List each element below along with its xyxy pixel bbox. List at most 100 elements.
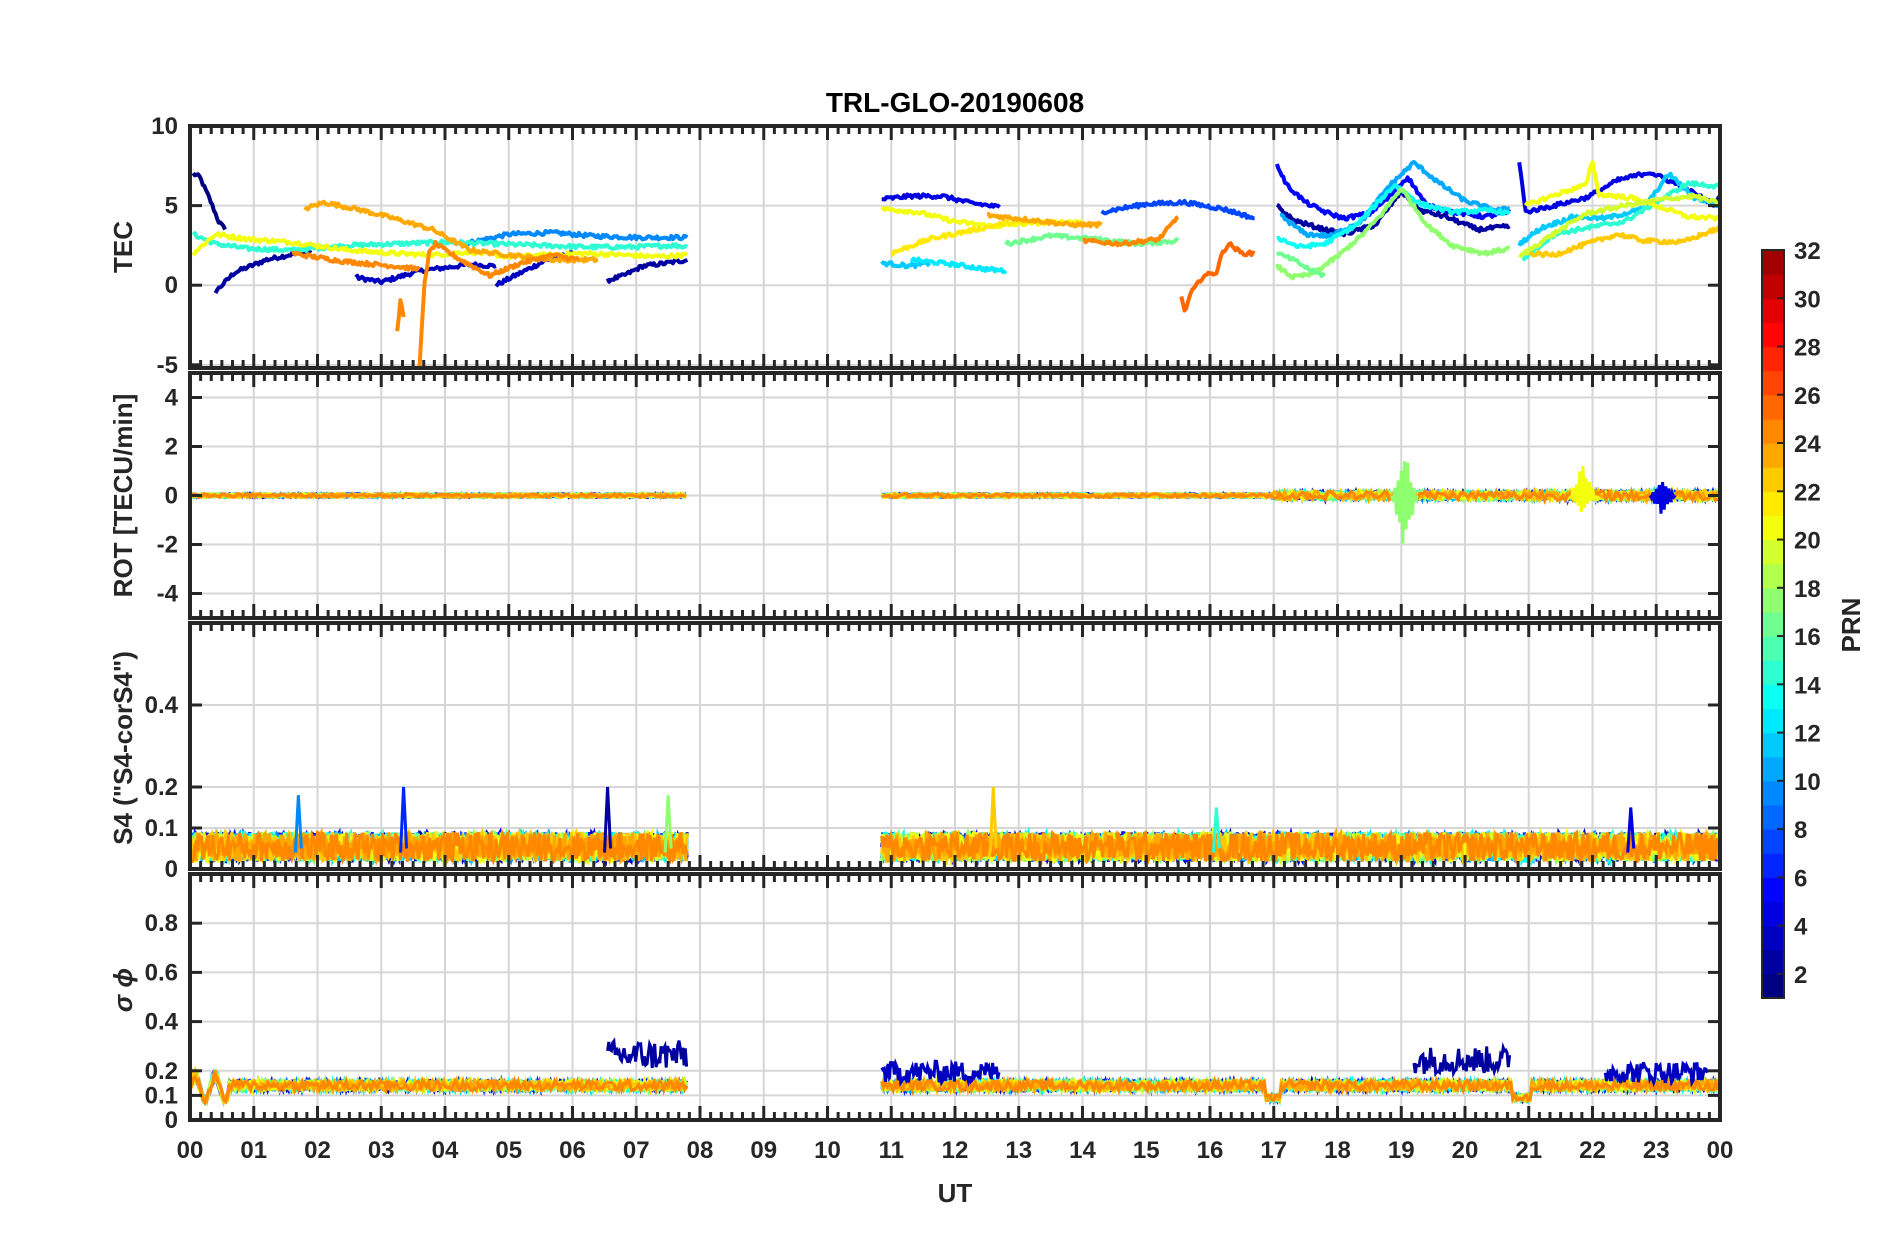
x-tick-label: 17: [1260, 1137, 1287, 1164]
s4-panel-data: [190, 786, 1720, 868]
x-tick-label: 13: [1005, 1137, 1032, 1164]
colorbar-tick-label: 22: [1794, 479, 1821, 506]
colorbar-tick-label: 30: [1794, 286, 1821, 313]
tec-series-line: [417, 239, 580, 368]
colorbar-band: [1762, 515, 1784, 541]
colorbar-band: [1762, 829, 1784, 854]
y-axis-labels: TEC ROT [TECU/min] S4 ("S4-corS4") σ ϕ: [108, 221, 138, 1012]
colorbar-tick-label: 28: [1794, 335, 1821, 362]
x-tick-labels: 00 01 02 03 04 05 06 07 08 09 10 11 12 13 14 15 16 17 18 19…: [177, 1137, 1734, 1164]
tec-series-line: [303, 199, 599, 264]
colorbar-band: [1762, 394, 1784, 420]
colorbar-tick-label: 4: [1794, 914, 1808, 941]
colorbar-tick-label: 16: [1794, 624, 1821, 651]
colorbar-band: [1762, 418, 1784, 444]
x-tick-label: 09: [750, 1137, 777, 1164]
colorbar-band: [1762, 925, 1784, 951]
colorbar-band: [1762, 636, 1784, 661]
tec-series-line: [191, 171, 227, 231]
colorbar-band: [1762, 563, 1784, 589]
colorbar-band: [1762, 804, 1784, 830]
colorbar-band: [1762, 587, 1784, 613]
y-tick-label: 0: [165, 856, 178, 883]
y-tick-label: 4: [165, 385, 179, 412]
tec-series-line: [395, 298, 406, 332]
colorbar-tick-label: 10: [1794, 769, 1821, 796]
s4-peak-event: [293, 795, 303, 853]
colorbar-band: [1762, 250, 1784, 275]
colorbar-tick-label: 32: [1794, 238, 1821, 265]
colorbar-band: [1762, 973, 1784, 999]
s4-peak-event: [603, 786, 613, 853]
tec-series-line: [1276, 183, 1511, 250]
rot-spike-event: [1648, 482, 1677, 514]
x-tick-label: 02: [304, 1137, 331, 1164]
sigma-phi-panel-data: [190, 1037, 1720, 1108]
x-tick-label: 06: [559, 1137, 586, 1164]
tec-series-line: [291, 250, 421, 272]
colorbar-band: [1762, 298, 1784, 323]
colorbar-tick-label: 26: [1794, 383, 1821, 410]
tec-series-line: [463, 228, 689, 247]
colorbar-band: [1762, 467, 1784, 492]
colorbar-band: [1762, 708, 1784, 734]
y-tick-label: 5: [165, 193, 178, 220]
tec-series-line: [881, 192, 1001, 209]
colorbar-band: [1762, 370, 1784, 396]
x-tick-label: 11: [879, 1137, 904, 1164]
x-tick-label: 03: [368, 1137, 395, 1164]
y-tick-label: 0: [165, 483, 178, 510]
colorbar-band: [1762, 611, 1784, 637]
tec-series-line: [1523, 160, 1720, 222]
colorbar-tick-label: 12: [1794, 721, 1821, 748]
colorbar-band: [1762, 949, 1784, 975]
tec-series-line: [1279, 160, 1510, 239]
sigma-phi-elevated-interval: [880, 1057, 1001, 1088]
x-tick-label: 15: [1133, 1137, 1160, 1164]
x-tick-label: 20: [1452, 1137, 1479, 1164]
y-tick-label: 0.8: [145, 910, 178, 937]
colorbar-band: [1762, 322, 1784, 348]
colorbar-band: [1762, 443, 1784, 468]
x-tick-label: 14: [1069, 1137, 1096, 1164]
s4-peak-event: [1211, 807, 1221, 853]
y-tick-label: 0.4: [145, 692, 179, 719]
grid-lines: [190, 126, 1720, 1120]
x-tick-label: 00: [177, 1137, 204, 1164]
y-tick-label: 0: [165, 1107, 178, 1134]
rot-spike-event: [1390, 461, 1419, 544]
y-tick-label: 10: [151, 113, 178, 140]
s4-series-line: [880, 828, 1720, 866]
colorbar-tick-label: 6: [1794, 865, 1807, 892]
y-tick-label: 0.1: [145, 815, 178, 842]
y-tick-label: 2: [165, 434, 178, 461]
colorbar-tick-label: 24: [1794, 431, 1821, 458]
tec-series-line: [1275, 163, 1512, 222]
colorbar-band: [1762, 756, 1784, 782]
x-tick-label: 00: [1707, 1137, 1734, 1164]
x-tick-label: 10: [814, 1137, 841, 1164]
rot-spike-event: [1569, 466, 1597, 512]
sigma-phi-elevated-interval: [1412, 1041, 1512, 1079]
sigma-phi-elevated-interval: [1603, 1060, 1709, 1088]
tec-panel-data: [191, 160, 1720, 368]
s4-peak-event: [399, 786, 409, 853]
colorbar-tick-label: 14: [1794, 672, 1821, 699]
x-tick-label: 21: [1515, 1137, 1542, 1164]
y-tick-label: 0.2: [145, 774, 178, 801]
tec-series-line: [1004, 232, 1180, 248]
tec-series-line: [1082, 215, 1180, 248]
tec-series-line: [213, 248, 313, 295]
colorbar-band: [1762, 901, 1784, 927]
x-tick-label: 05: [495, 1137, 522, 1164]
tec-series-line: [890, 218, 1040, 257]
sigma-phi-elevated-interval: [606, 1037, 689, 1069]
colorbar-band: [1762, 539, 1784, 565]
x-tick-label: 23: [1643, 1137, 1670, 1164]
s4-series-line: [190, 827, 689, 866]
chart-title: TRL-GLO-20190608: [826, 87, 1084, 118]
s4-peak-event: [988, 786, 998, 853]
x-tick-label: 01: [240, 1137, 267, 1164]
tec-series-line: [1100, 198, 1255, 221]
y-tick-label: 0.2: [145, 1058, 178, 1085]
